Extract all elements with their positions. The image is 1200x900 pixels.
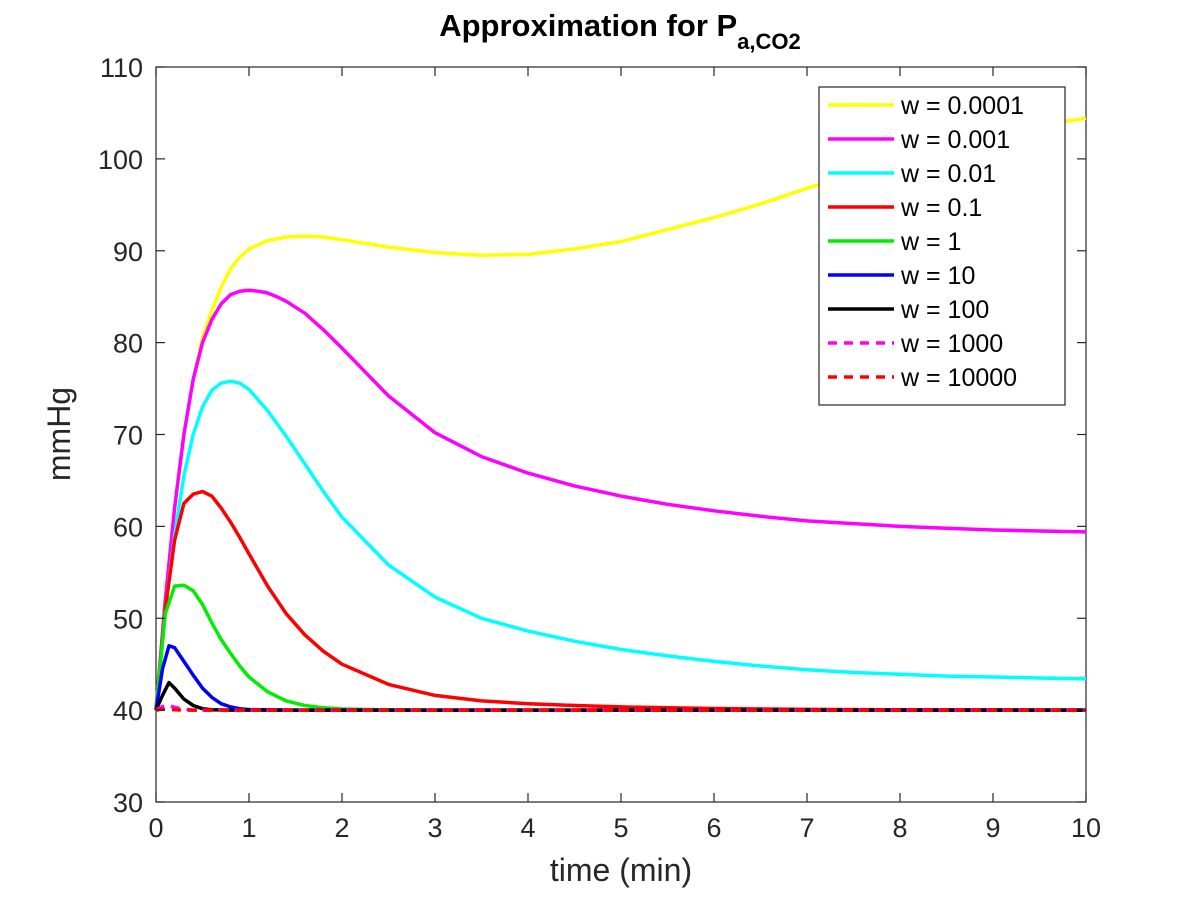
legend-label: w = 0.1 [900,194,982,222]
y-tick-label: 80 [113,329,143,359]
legend-label: w = 0.01 [900,160,996,188]
chart-title: Approximation for Pa,CO2 [439,8,801,54]
y-tick-label: 100 [98,145,143,175]
x-tick-label: 1 [241,813,256,843]
y-axis-label: mmHg [41,387,77,481]
x-tick-label: 6 [706,813,721,843]
legend-entries: w = 0.0001 w = 0.001 w = 0.01 w = 0.1 w = 1 w… [828,92,1024,392]
legend-label: w = 1000 [900,330,1003,358]
legend: w = 0.0001 w = 0.001 w = 0.01 w = 0.1 w = 1 w… [818,86,1066,406]
x-tick-label: 5 [613,813,628,843]
y-tick-label: 50 [113,604,143,634]
x-tick-label: 7 [799,813,814,843]
y-tick-label: 40 [113,696,143,726]
legend-label: w = 0.0001 [900,92,1024,120]
series-line-1 [154,288,1087,711]
series-line-8 [155,707,1086,712]
chart-title-main: Approximation for P [439,8,737,43]
x-tick-label: 0 [148,813,163,843]
ticks-layer: 0 1 2 3 4 5 6 7 8 9 10 30 40 50 60 70 80 90 100 110 [98,53,1101,843]
y-tick-label: 70 [113,421,143,451]
y-tick-label: 110 [100,53,143,83]
legend-label: w = 0.001 [900,126,1010,154]
legend-label: w = 10000 [900,364,1017,392]
legend-label: w = 1 [900,228,961,256]
y-tick-label: 90 [113,237,143,267]
legend-label: w = 100 [900,296,989,324]
x-tick-label: 10 [1071,813,1101,843]
legend-box [818,86,1066,406]
chart-title-subscript: a,CO2 [737,29,801,54]
x-tick-label: 2 [334,813,349,843]
x-tick-label: 8 [892,813,907,843]
legend-label: w = 10 [900,262,975,290]
series-line-2 [154,379,1087,711]
x-tick-label: 9 [985,813,1000,843]
y-tick-label: 30 [113,788,143,818]
x-tick-label: 4 [520,813,535,843]
y-tick-label: 60 [113,512,143,542]
x-axis-label: time (min) [550,852,692,888]
x-tick-label: 3 [427,813,442,843]
